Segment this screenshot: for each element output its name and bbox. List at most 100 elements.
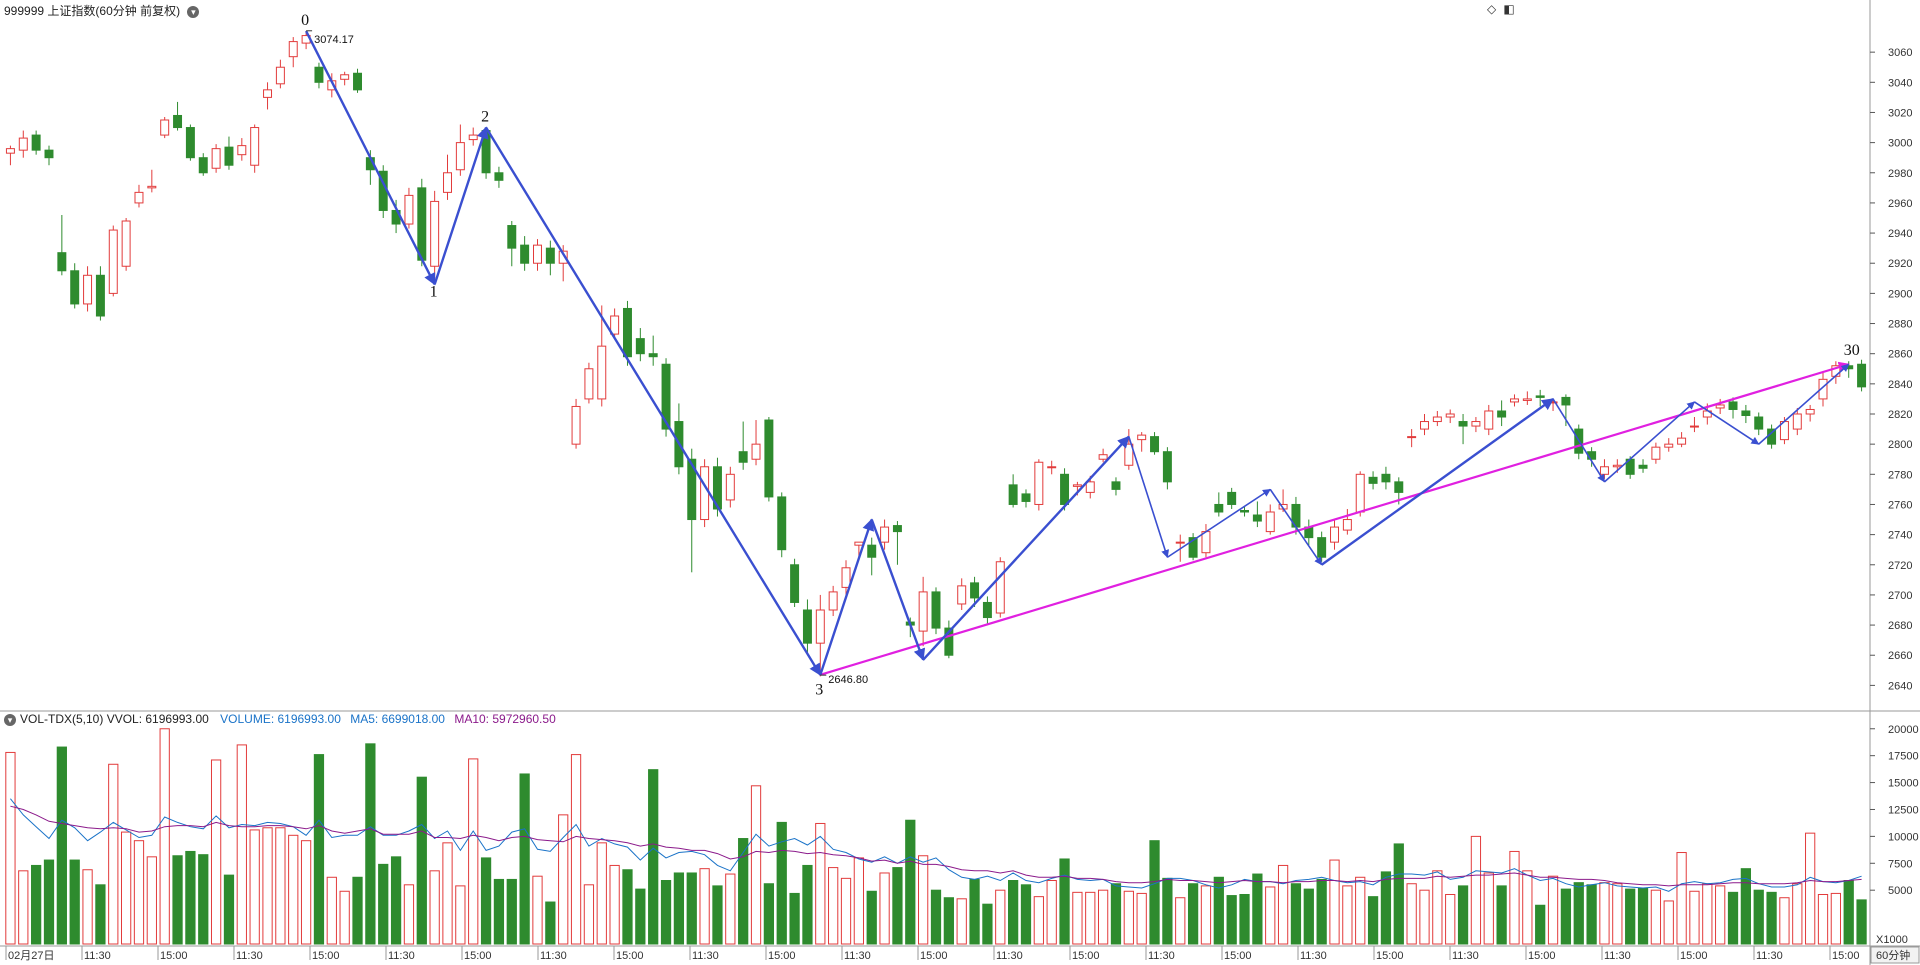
candle-body <box>545 247 555 264</box>
volume-bar <box>1856 899 1867 945</box>
candle-body <box>982 601 992 619</box>
volume-bar <box>1586 884 1597 945</box>
candle-body <box>751 443 761 460</box>
candle-body <box>661 363 671 430</box>
candle-body <box>1445 413 1455 418</box>
wave-label: 0 <box>301 12 309 29</box>
candle <box>1047 460 1057 475</box>
volume-bar <box>930 889 942 945</box>
candle <box>1111 477 1121 496</box>
candle-body <box>790 564 800 603</box>
candle-body <box>18 137 28 151</box>
x-tick-label: 15:00 <box>312 950 340 962</box>
volume-bar <box>146 856 157 945</box>
volume-bar <box>1702 883 1713 945</box>
candle-body <box>1458 421 1468 427</box>
candle <box>1677 432 1687 448</box>
candle-body <box>1111 481 1121 490</box>
volume-bar <box>583 884 595 945</box>
volume-bar <box>1367 896 1379 945</box>
candle-body <box>571 405 581 445</box>
x-tick-label: 11:30 <box>388 950 415 962</box>
candle <box>828 585 838 617</box>
candle-body <box>108 229 118 294</box>
candle-body <box>712 466 722 510</box>
candle <box>1432 410 1442 427</box>
x-tick-label: 11:30 <box>1604 950 1631 962</box>
wave-line <box>1603 401 1696 483</box>
price-tick-label: 2680 <box>1888 620 1912 632</box>
candle <box>571 398 581 449</box>
volume-bar <box>236 744 247 945</box>
volume-bar <box>416 776 427 945</box>
volume-bar <box>789 892 800 945</box>
volume-bar <box>1136 892 1147 945</box>
candle <box>1008 474 1018 508</box>
candle-body <box>1227 491 1237 505</box>
candle-body <box>31 134 41 151</box>
candle-body <box>1214 503 1224 513</box>
candle <box>70 263 80 309</box>
candle-body <box>1612 464 1622 468</box>
candle-body <box>1484 410 1494 430</box>
diamond-icon[interactable]: ◇ <box>1487 2 1497 16</box>
wave-line <box>819 518 875 676</box>
x-tick-label: 15:00 <box>768 950 796 962</box>
wave-label: 1 <box>430 283 438 300</box>
candle <box>1162 447 1172 490</box>
candle-body <box>1355 473 1365 513</box>
candle-body <box>1240 509 1250 513</box>
volume-bar <box>1008 880 1019 945</box>
candle <box>1857 359 1867 392</box>
volume-bar <box>828 867 839 945</box>
candle-body <box>738 451 748 463</box>
volume-bar <box>1650 889 1662 945</box>
wave-line <box>870 519 926 661</box>
volume-bar <box>56 746 67 945</box>
x-tick-label: 11:30 <box>844 950 871 962</box>
candle <box>378 165 388 218</box>
volume-bar <box>1110 883 1122 945</box>
candle <box>982 596 992 624</box>
wave-line <box>305 30 436 286</box>
chart-header: 999999 上证指数(60分钟 前复权) ▾ <box>4 2 200 19</box>
candle <box>558 245 568 282</box>
candle-body <box>417 187 427 261</box>
candle-body <box>44 149 54 159</box>
volume-bar <box>1097 889 1109 945</box>
volume-bar <box>1689 890 1700 945</box>
security-code: 999999 <box>4 4 45 18</box>
candle-body <box>340 74 350 80</box>
candle-body <box>1420 421 1429 430</box>
candle-body <box>1407 436 1417 439</box>
candle <box>185 124 195 161</box>
volume-tick-label: 20000 <box>1888 724 1919 736</box>
volume-bar <box>1175 897 1186 945</box>
panel-toggle-icon[interactable]: ◧ <box>1503 2 1515 16</box>
candle <box>1420 414 1429 436</box>
volume-bar <box>866 890 877 945</box>
candle <box>610 308 620 339</box>
candle-body <box>1188 537 1198 558</box>
candle <box>18 130 28 158</box>
candle <box>1355 471 1365 517</box>
x-tick-label: 11:30 <box>1300 950 1327 962</box>
volume-bar <box>1522 870 1533 945</box>
candle-body <box>1317 537 1327 558</box>
candle-body <box>185 127 195 159</box>
candle-body <box>250 127 260 166</box>
candle <box>134 184 144 208</box>
x-tick-label: 11:30 <box>236 950 263 962</box>
chevron-down-icon[interactable]: ▾ <box>187 5 200 18</box>
chevron-down-icon[interactable]: ▾ <box>4 713 16 726</box>
candle <box>1561 394 1571 427</box>
candle-body <box>263 89 273 98</box>
candle-body <box>314 66 324 83</box>
candle-body <box>892 525 902 533</box>
candle <box>918 576 928 647</box>
candle-body <box>1265 511 1275 533</box>
volume-bar <box>5 751 16 945</box>
x-tick-label: 11:30 <box>1148 950 1175 962</box>
candle-body <box>224 146 234 166</box>
